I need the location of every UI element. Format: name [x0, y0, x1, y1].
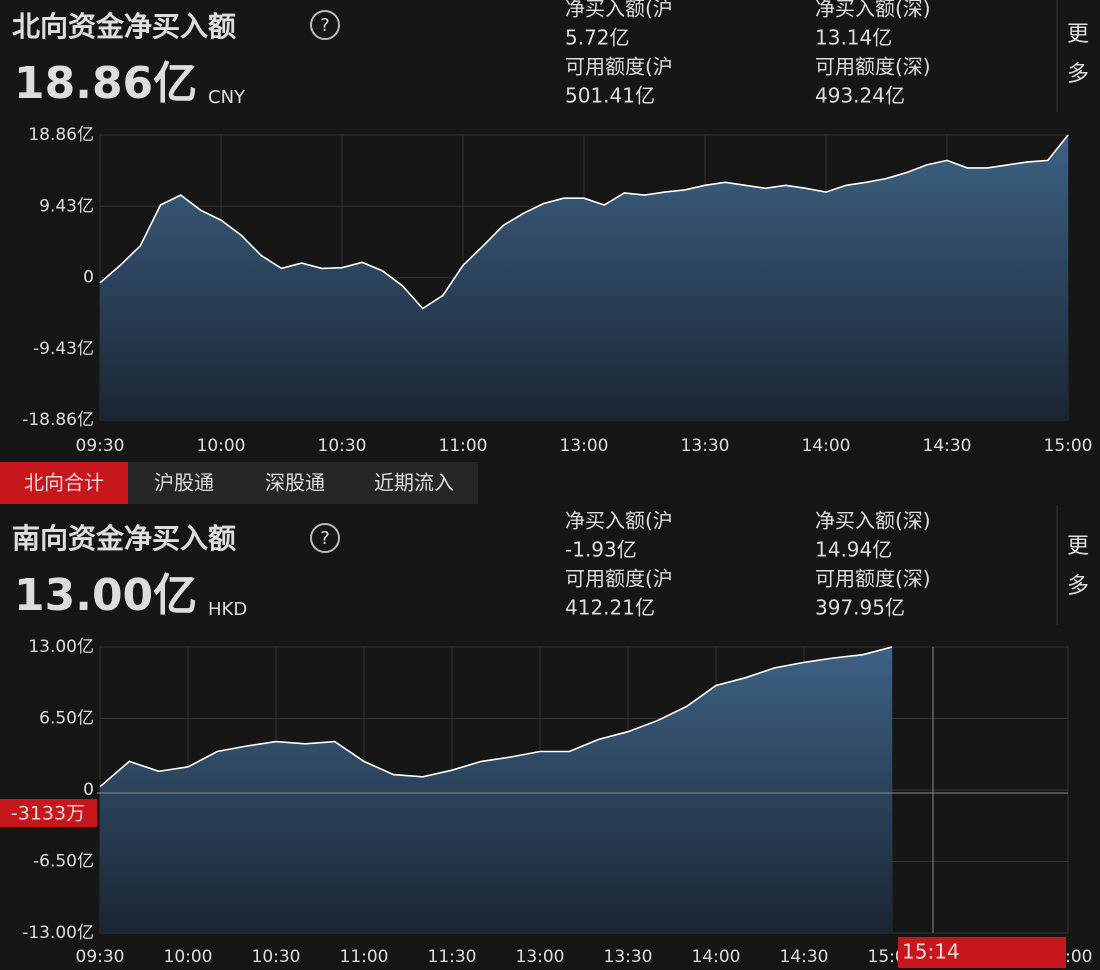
- x-tick-label: 14:30: [780, 947, 829, 967]
- x-tick-label: 10:00: [164, 947, 213, 967]
- stat-label: 净买入额(深): [815, 0, 931, 21]
- y-tick-label: -18.86亿: [22, 410, 94, 430]
- y-tick-label: 6.50亿: [39, 709, 94, 729]
- currency: HKD: [208, 599, 247, 620]
- more-button[interactable]: 多: [1067, 62, 1089, 87]
- y-tick-label: 13.00亿: [28, 637, 94, 657]
- x-tick-label: 10:30: [252, 947, 301, 967]
- x-tick-label: 14:30: [923, 436, 972, 456]
- x-tick-label: 13:30: [681, 436, 730, 456]
- stat-value: 397.95亿: [815, 596, 905, 620]
- y-tick-label: 18.86亿: [28, 125, 94, 145]
- x-tick-label: 10:00: [197, 436, 246, 456]
- stat-value: -1.93亿: [565, 538, 637, 562]
- tab-active[interactable]: [0, 462, 128, 504]
- more-button[interactable]: 多: [1067, 574, 1089, 599]
- stat-label: 可用额度(沪: [565, 567, 673, 591]
- y-tick-label: 0: [83, 268, 94, 288]
- area: [100, 135, 1068, 420]
- net-total: 18.86亿: [14, 58, 197, 109]
- stat-label: 净买入额(沪: [565, 0, 673, 21]
- line: [99, 134, 1069, 310]
- tab[interactable]: 近期流入: [374, 471, 454, 495]
- y-tick-label: 0: [83, 780, 94, 800]
- cursor-value: -3133万: [11, 803, 85, 825]
- cursor-time-box: [898, 937, 1066, 968]
- y-tick-label: -9.43亿: [33, 339, 94, 359]
- panel-title: 南向资金净买入额: [12, 522, 236, 555]
- stat-label: 可用额度(沪: [565, 55, 673, 79]
- stat-label: 可用额度(深): [815, 567, 931, 591]
- line: [99, 646, 893, 788]
- tab[interactable]: 北向合计: [24, 471, 104, 495]
- help-icon[interactable]: [310, 523, 340, 553]
- x-tick-label: 13:00: [560, 436, 609, 456]
- net-total: 13.00亿: [14, 570, 197, 621]
- more-button[interactable]: 更: [1067, 534, 1089, 559]
- cursor-time: 15:14: [902, 940, 960, 964]
- panel-title: 北向资金净买入额: [12, 10, 236, 43]
- tab[interactable]: 沪股通: [154, 471, 214, 495]
- tab[interactable]: 深股通: [265, 471, 325, 495]
- x-tick-label: 13:30: [604, 947, 653, 967]
- x-tick-label: 14:00: [692, 947, 741, 967]
- stat-label: 净买入额(沪: [565, 509, 673, 533]
- stat-value: 14.94亿: [815, 538, 892, 562]
- y-tick-label: -13.00亿: [22, 923, 94, 943]
- x-tick-label: 09:30: [76, 947, 125, 967]
- help-mark: ?: [320, 528, 330, 549]
- cursor-value-box: [0, 799, 97, 827]
- x-tick-label: 10:30: [318, 436, 367, 456]
- x-tick-label: 13:00: [516, 947, 565, 967]
- stat-value: 493.24亿: [815, 84, 905, 108]
- y-tick-label: -6.50亿: [33, 852, 94, 872]
- x-tick-label: 09:30: [76, 436, 125, 456]
- stat-value: 501.41亿: [565, 84, 655, 108]
- x-tick-label: 11:30: [428, 947, 477, 967]
- stat-value: 13.14亿: [815, 26, 892, 50]
- help-icon[interactable]: [310, 10, 340, 40]
- x-tick-label: 11:00: [340, 947, 389, 967]
- y-tick-label: 9.43亿: [39, 196, 94, 216]
- currency: CNY: [208, 87, 246, 108]
- stat-label: 可用额度(深): [815, 55, 931, 79]
- more-button[interactable]: 更: [1067, 22, 1089, 47]
- x-tick-label: 15:00: [1044, 436, 1093, 456]
- x-tick-label: 11:00: [439, 436, 488, 456]
- x-tick-label: 14:00: [802, 436, 851, 456]
- stat-value: 412.21亿: [565, 596, 655, 620]
- stat-value: 5.72亿: [565, 26, 630, 50]
- stat-label: 净买入额(深): [815, 509, 931, 533]
- area: [100, 647, 892, 933]
- help-mark: ?: [320, 15, 330, 36]
